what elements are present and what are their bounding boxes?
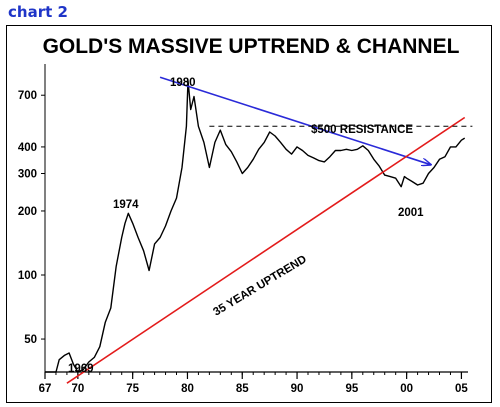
x-tick-label: 70: [71, 383, 84, 395]
chart-frame: [6, 25, 492, 403]
x-tick-label: 75: [126, 383, 139, 395]
annotation-1980: 1980: [170, 77, 196, 89]
annotation-1974: 1974: [113, 199, 139, 211]
y-tick-label: 400: [18, 142, 37, 154]
x-tick-label: 00: [400, 383, 413, 395]
x-tick-label: 90: [291, 383, 304, 395]
trendlines-group: [66, 76, 473, 384]
chart-number-label: chart 2: [8, 3, 68, 21]
plot-area: [44, 64, 468, 373]
gold-price-line: [45, 79, 466, 373]
downtrend-line: [159, 76, 431, 164]
annotation-1969: 1969: [68, 363, 94, 375]
y-tick-label: 700: [18, 90, 37, 102]
x-tick-label: 85: [236, 383, 249, 395]
annotation-resistance: $500 RESISTANCE: [311, 124, 413, 136]
x-tick-label: 67: [39, 383, 52, 395]
y-axis: 50 100 200 300 400 700: [18, 90, 45, 346]
uptrend-line: [66, 116, 466, 384]
x-tick-label: 80: [181, 383, 194, 395]
x-axis: 67 70 75 80 85 90 95 00 05: [39, 372, 468, 395]
annotation-2001: 2001: [398, 207, 424, 219]
x-tick-label: 95: [345, 383, 358, 395]
x-tick-label: 05: [455, 383, 468, 395]
y-tick-label: 200: [18, 206, 37, 218]
y-tick-label: 100: [18, 270, 37, 282]
chart-title: GOLD'S MASSIVE UPTREND & CHANNEL: [43, 35, 460, 58]
series-group: [45, 79, 466, 373]
y-tick-label: 50: [24, 334, 37, 346]
y-tick-label: 300: [18, 169, 37, 181]
annotation-uptrend: 35 YEAR UPTREND: [211, 253, 308, 318]
annotations-group: 1980 1974 1969 2001 $500 RESISTANCE 35 Y…: [68, 77, 424, 375]
